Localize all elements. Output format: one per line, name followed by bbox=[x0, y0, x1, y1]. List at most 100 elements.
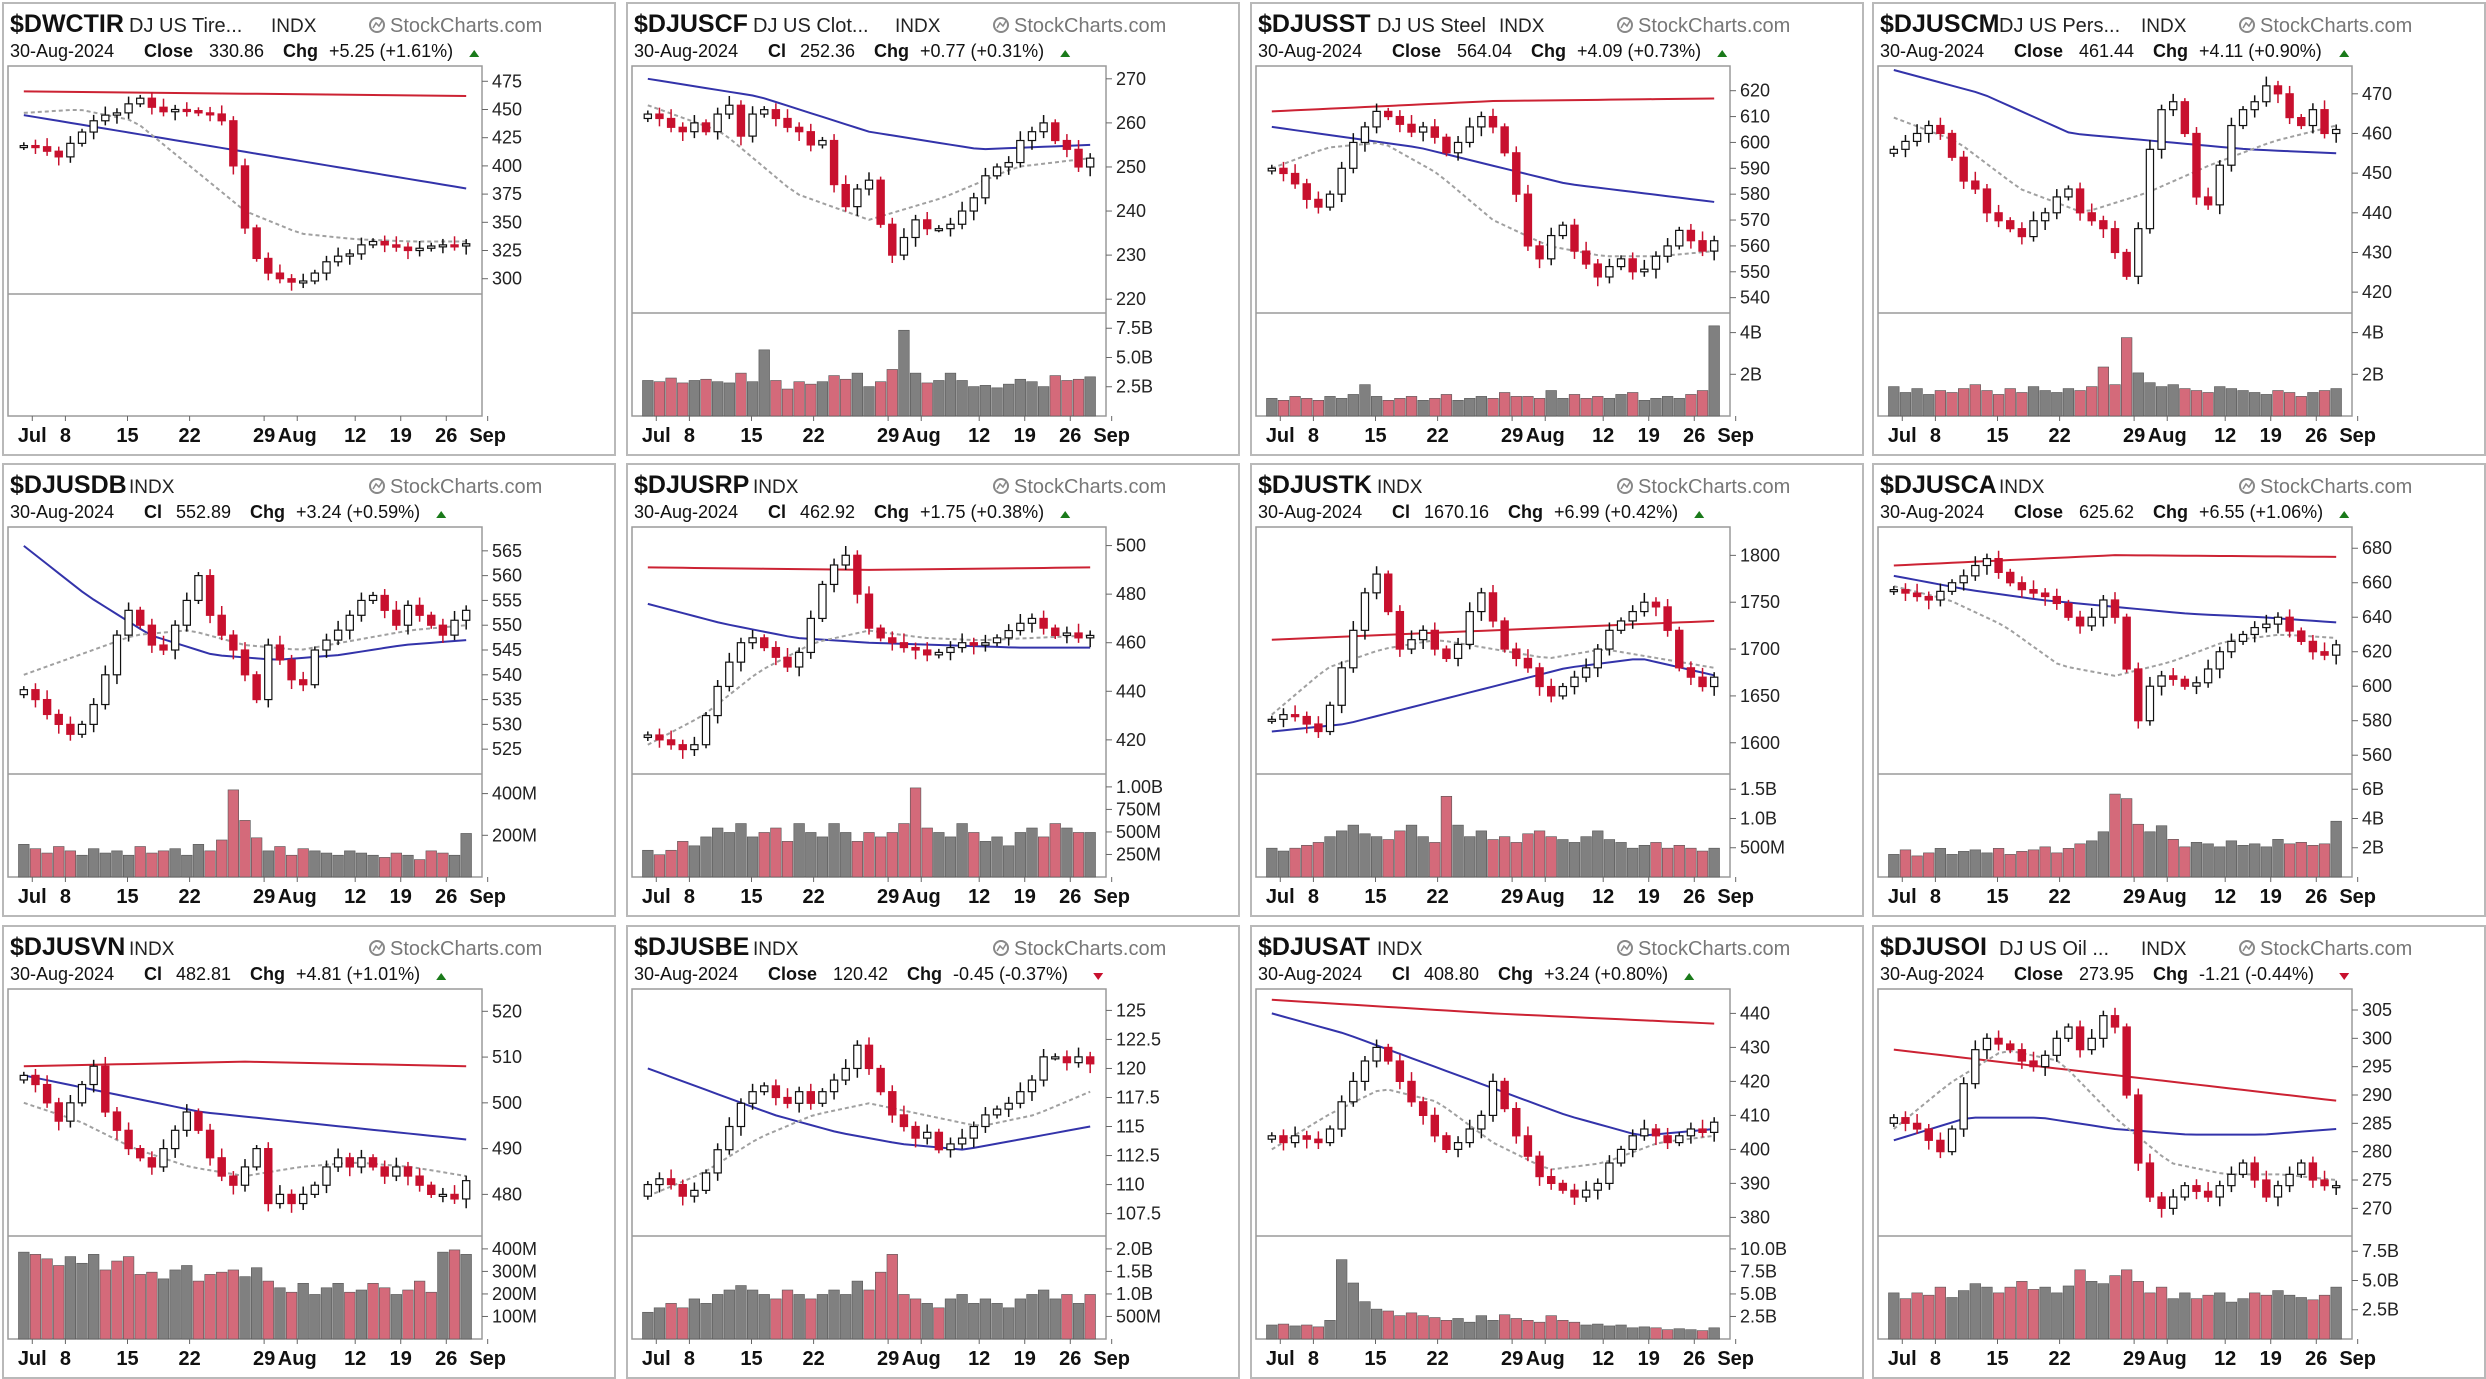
volume-bar bbox=[2167, 384, 2179, 417]
x-tick-label: 8 bbox=[1308, 886, 1319, 908]
chart-panel-djuscf[interactable]: $DJUSCF DJ US Clot... INDX StockCharts.com 3… bbox=[626, 2, 1240, 456]
candle-body bbox=[1982, 557, 1992, 567]
candle-body bbox=[205, 1129, 215, 1159]
volume-bar bbox=[76, 854, 88, 878]
price-tick-label: 500 bbox=[492, 1093, 522, 1113]
volume-bar bbox=[840, 378, 852, 417]
price-tick-label: 117.5 bbox=[1116, 1087, 1160, 1107]
close-value: 1670.16 bbox=[1424, 502, 1489, 522]
candle-body bbox=[1465, 126, 1474, 144]
volume-tick-label: 2B bbox=[2362, 838, 2384, 858]
chart-panel-djuscm[interactable]: $DJUSCM DJ US Pers... INDX StockCharts.com 3… bbox=[1872, 2, 2486, 456]
candle-body bbox=[1912, 132, 1922, 142]
chart-svg: $DJUSST DJ US Steel INDX StockCharts.com 30-… bbox=[1255, 10, 1790, 447]
candle-body bbox=[1709, 240, 1719, 252]
volume-bar bbox=[770, 1298, 782, 1340]
candle-body bbox=[876, 627, 885, 639]
candle-body bbox=[760, 637, 769, 649]
volume-bar bbox=[2225, 1301, 2238, 1340]
price-tick-label: 480 bbox=[492, 1184, 522, 1204]
chart-panel-djusdb[interactable]: $DJUSDB INDX StockCharts.com 30-Aug-2024 Cl 5… bbox=[2, 463, 616, 917]
chart-panel-djustk[interactable]: $DJUSTK INDX StockCharts.com 30-Aug-2024 Cl 1… bbox=[1250, 463, 1864, 917]
chart-panel-djusbe[interactable]: $DJUSBE INDX StockCharts.com 30-Aug-2024 Clo… bbox=[626, 925, 1240, 1379]
chart-svg: $DJUSCM DJ US Pers... INDX StockCharts.com 3… bbox=[1877, 10, 2412, 447]
x-tick-label: Aug bbox=[1526, 425, 1565, 447]
chart-panel-dwctir[interactable]: $DWCTIR DJ US Tire... INDX StockCharts.com 3… bbox=[2, 2, 616, 456]
close-label: Close bbox=[2014, 41, 2063, 61]
candle-body bbox=[2075, 1026, 2085, 1051]
candle-body bbox=[783, 1096, 792, 1104]
x-tick-label: 15 bbox=[740, 425, 762, 447]
candle-body bbox=[2052, 196, 2062, 214]
chart-panel-djusat[interactable]: $DJUSAT INDX StockCharts.com 30-Aug-2024 Cl 4… bbox=[1250, 925, 1864, 1379]
volume-bar bbox=[2179, 846, 2191, 878]
volume-bar bbox=[1650, 842, 1662, 878]
chart-date: 30-Aug-2024 bbox=[1880, 502, 1984, 522]
volume-bar bbox=[2097, 1283, 2109, 1340]
candle-body bbox=[666, 739, 676, 746]
candle-body bbox=[1039, 122, 1048, 133]
x-tick-label: 29 bbox=[2123, 886, 2145, 908]
chart-symbol: $DWCTIR bbox=[10, 10, 124, 38]
moving-average-mid bbox=[1271, 658, 1715, 733]
chart-panel-djusca[interactable]: $DJUSCA INDX StockCharts.com 30-Aug-2024 Clo… bbox=[1872, 463, 2486, 917]
volume-bar bbox=[1487, 839, 1499, 878]
chg-down-arrow-icon bbox=[2339, 973, 2350, 980]
volume-bar bbox=[2167, 1298, 2179, 1340]
candle-body bbox=[31, 144, 40, 149]
candle-body bbox=[1640, 1128, 1649, 1137]
volume-bar bbox=[1499, 392, 1511, 417]
volume-bar bbox=[2051, 1292, 2063, 1340]
candle-body bbox=[1453, 643, 1463, 660]
volume-bar bbox=[2330, 1286, 2342, 1340]
candle-body bbox=[31, 689, 40, 701]
volume-bar bbox=[88, 1254, 100, 1340]
stockcharts-watermark-text: StockCharts.com bbox=[2260, 15, 2412, 37]
candle-body bbox=[136, 609, 145, 626]
chart-panel-djusoi[interactable]: $DJUSOI DJ US Oil ... INDX StockCharts.com 3… bbox=[1872, 925, 2486, 1379]
volume-bar bbox=[437, 1251, 449, 1340]
candle-body bbox=[2297, 630, 2306, 642]
candle-body bbox=[1314, 1138, 1323, 1144]
candle-body bbox=[864, 179, 874, 190]
volume-bar bbox=[64, 1256, 77, 1340]
close-value: 408.80 bbox=[1424, 964, 1479, 984]
candle-body bbox=[427, 1184, 436, 1195]
x-tick-label: Jul bbox=[1266, 886, 1295, 908]
volume-bar bbox=[1627, 847, 1639, 878]
chart-panel-djusst[interactable]: $DJUSST DJ US Steel INDX StockCharts.com 30-… bbox=[1250, 2, 1864, 456]
stockcharts-watermark-text: StockCharts.com bbox=[390, 476, 542, 498]
moving-average-short bbox=[1893, 585, 2337, 677]
x-tick-label: 15 bbox=[740, 1348, 762, 1370]
chg-label: Chg bbox=[250, 964, 285, 984]
volume-bar bbox=[968, 1303, 980, 1340]
volume-bar bbox=[355, 1289, 368, 1340]
candle-body bbox=[1686, 667, 1696, 678]
candle-body bbox=[1337, 1101, 1346, 1130]
candle-body bbox=[1982, 188, 1992, 214]
x-tick-label: 22 bbox=[178, 886, 200, 908]
candle-body bbox=[2168, 101, 2178, 111]
stockcharts-watermark: StockCharts.com bbox=[993, 15, 1166, 37]
chart-panel-djusrp[interactable]: $DJUSRP INDX StockCharts.com 30-Aug-2024 Cl 4… bbox=[626, 463, 1240, 917]
volume-bar bbox=[665, 1303, 677, 1340]
volume-bar bbox=[2330, 820, 2342, 878]
candle-body bbox=[2215, 1185, 2224, 1198]
volume-bar bbox=[1266, 398, 1278, 417]
volume-bar bbox=[1452, 824, 1464, 878]
candle-body bbox=[264, 644, 273, 701]
volume-bar bbox=[1394, 830, 1406, 878]
chg-up-arrow-icon bbox=[2339, 511, 2350, 518]
candle-body bbox=[783, 117, 792, 128]
candle-body bbox=[806, 1091, 816, 1104]
chg-label: Chg bbox=[1498, 964, 1533, 984]
candle-body bbox=[380, 1166, 389, 1177]
chart-panel-djusvn[interactable]: $DJUSVN INDX StockCharts.com 30-Aug-2024 Cl 4… bbox=[2, 925, 616, 1379]
price-tick-label: 550 bbox=[1740, 262, 1770, 282]
volume-bar bbox=[1289, 1325, 1301, 1340]
candle-body bbox=[2075, 188, 2085, 214]
candle-body bbox=[1349, 1080, 1358, 1103]
candle-body bbox=[969, 197, 978, 212]
x-tick-label: 19 bbox=[1014, 425, 1036, 447]
x-tick-label: Aug bbox=[2148, 886, 2187, 908]
